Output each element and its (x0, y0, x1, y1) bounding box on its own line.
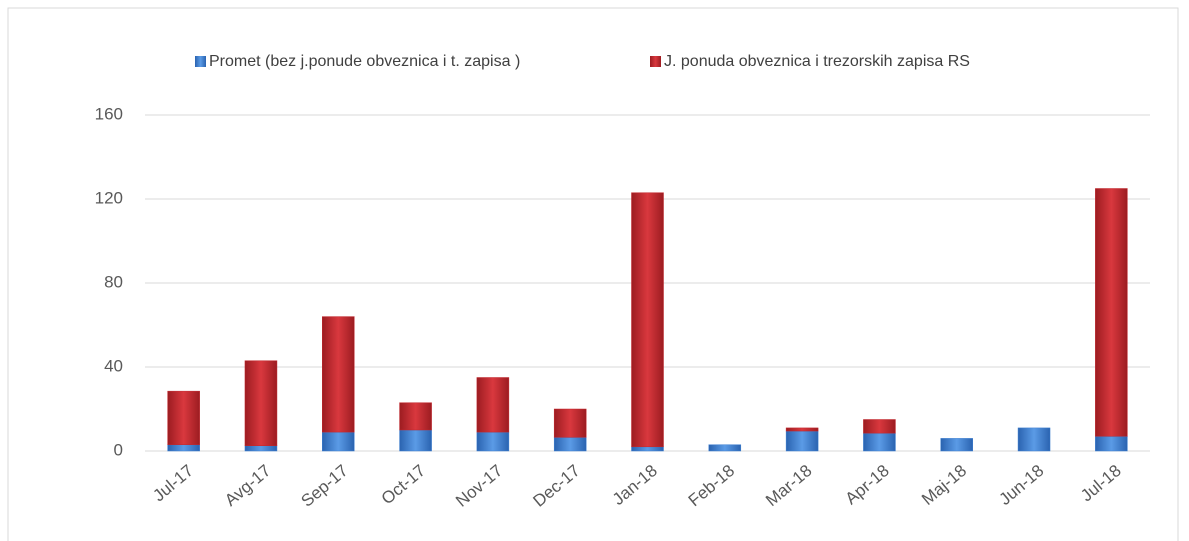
bar-segment (476, 431, 510, 452)
bar-segment (785, 430, 819, 452)
bar-segment (553, 408, 587, 438)
bar-segment (399, 402, 432, 431)
legend-swatch (650, 56, 661, 67)
legend-swatch (195, 56, 206, 67)
bar-segment (167, 444, 200, 452)
bar-segment (785, 427, 819, 432)
bar-segment (322, 316, 355, 433)
bar-segment (1095, 436, 1128, 452)
bar-segment (863, 419, 896, 434)
x-tick-label: Dec-17 (529, 461, 583, 511)
x-tick-label: Maj-18 (918, 461, 970, 509)
legend-label: J. ponuda obveznica i trezorskih zapisa … (664, 53, 970, 70)
bar-segment (863, 432, 896, 452)
x-tick-label: Nov-17 (452, 461, 506, 511)
x-tick-label: Jun-18 (995, 461, 1047, 509)
bar-segment (631, 192, 664, 448)
y-tick-label: 0 (114, 440, 123, 459)
bar-segment (708, 444, 742, 452)
bar-segment (940, 438, 973, 452)
x-tick-label: Oct-17 (378, 461, 429, 508)
bar-segment (1017, 427, 1051, 452)
y-tick-label: 80 (104, 272, 123, 291)
x-tick-label: Sep-17 (298, 461, 352, 511)
bar-segment (399, 429, 432, 452)
x-tick-label: Avg-17 (221, 461, 274, 510)
y-tick-label: 120 (95, 188, 123, 207)
bar-segment (167, 390, 200, 445)
y-tick-label: 160 (95, 104, 123, 123)
x-tick-label: Apr-18 (842, 461, 893, 508)
bar-segment (476, 377, 510, 433)
x-tick-label: Jul-18 (1077, 461, 1125, 505)
chart-frame (7, 7, 1179, 541)
bar-segment (631, 446, 664, 452)
x-tick-label: Mar-18 (762, 461, 815, 510)
bar-segment (244, 445, 278, 452)
y-tick-label: 40 (104, 356, 123, 375)
bar-segment (1095, 188, 1128, 437)
x-tick-label: Jul-17 (149, 461, 197, 505)
bar-segment (322, 431, 355, 452)
legend-label: Promet (bez j.ponude obveznica i t. zapi… (209, 53, 520, 70)
x-tick-label: Jan-18 (609, 461, 661, 509)
bar-segment (244, 360, 278, 447)
bar-segment (553, 437, 587, 452)
x-tick-label: Feb-18 (685, 461, 738, 510)
